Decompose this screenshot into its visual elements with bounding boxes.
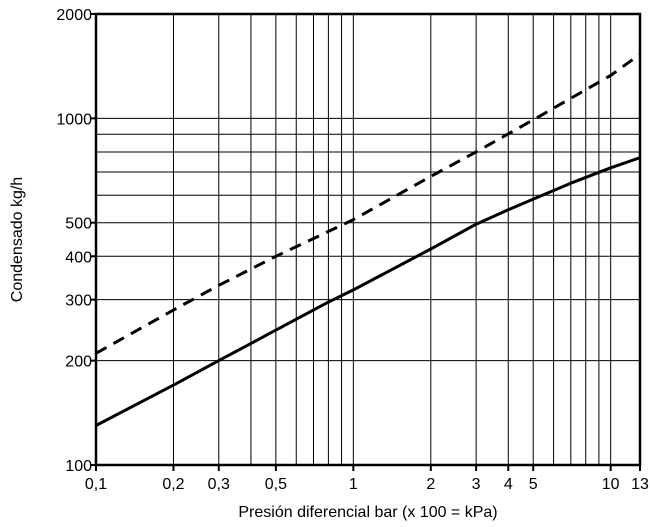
series-lines: [95, 53, 641, 427]
tick-labels: 0,1 0,2 0,3 0,5 1 2 3 4 5 10 13 100 200 300 400 500 1000…: [56, 7, 649, 493]
x-tick-label: 10: [602, 476, 620, 493]
x-tick-label: 2: [426, 476, 435, 493]
y-tick-label: 400: [65, 249, 92, 266]
y-tick-label: 200: [65, 354, 92, 371]
x-tick-label: 0,5: [265, 476, 287, 493]
x-tick-label: 4: [504, 476, 513, 493]
gridlines: [96, 14, 640, 465]
x-tick-label: 1: [349, 476, 358, 493]
x-tick-label: 13: [631, 476, 649, 493]
y-axis-label: Condensado kg/h: [9, 177, 26, 302]
x-tick-label: 5: [529, 476, 538, 493]
x-axis-label: Presión diferencial bar (x 100 = kPa): [238, 504, 497, 521]
solid-series-line: [95, 156, 641, 427]
y-tick-label: 1000: [56, 111, 92, 128]
y-tick-label: 300: [65, 293, 92, 310]
x-tick-label: 0,2: [162, 476, 184, 493]
y-tick-label: 500: [65, 216, 92, 233]
y-tick-label: 2000: [56, 7, 92, 24]
dashed-series-line: [95, 53, 641, 355]
plot-frame: [94, 12, 642, 467]
y-tick-label: 100: [65, 458, 92, 475]
x-tick-label: 0,3: [208, 476, 230, 493]
x-tick-label: 0,1: [85, 476, 107, 493]
x-tick-label: 3: [472, 476, 481, 493]
